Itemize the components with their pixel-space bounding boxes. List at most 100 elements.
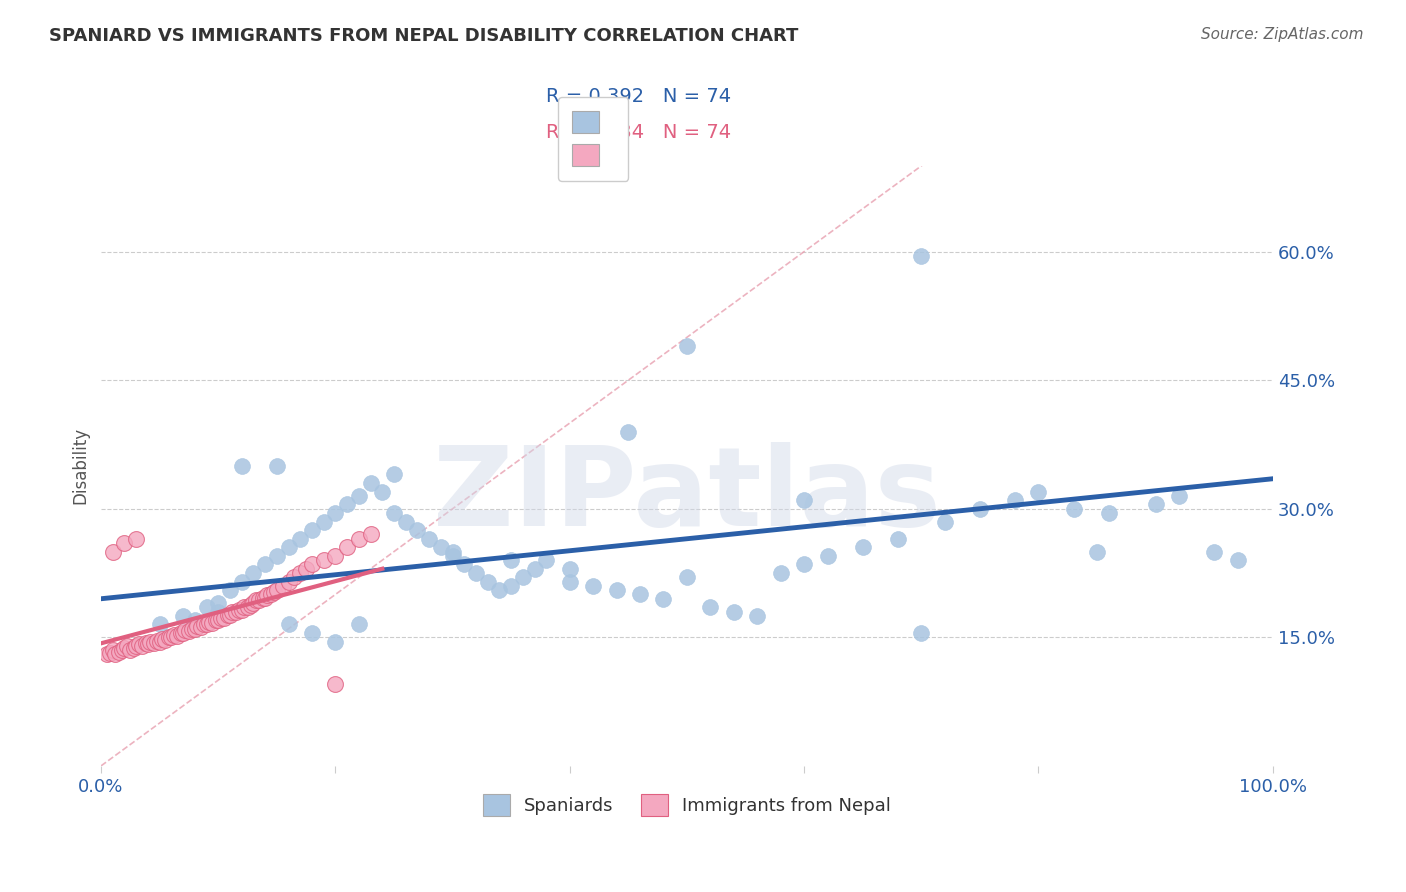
- Point: [254, 591, 277, 605]
- Point: [295, 562, 318, 576]
- Point: [501, 579, 523, 593]
- Point: [558, 574, 581, 589]
- Text: R = 0.392   N = 74: R = 0.392 N = 74: [547, 87, 731, 106]
- Point: [676, 570, 699, 584]
- Point: [817, 549, 839, 563]
- Point: [149, 617, 172, 632]
- Point: [236, 600, 259, 615]
- Point: [336, 541, 359, 555]
- Point: [441, 549, 464, 563]
- Point: [536, 553, 558, 567]
- Point: [155, 632, 177, 647]
- Point: [245, 593, 267, 607]
- Point: [312, 515, 335, 529]
- Point: [207, 605, 229, 619]
- Point: [676, 339, 699, 353]
- Point: [488, 583, 510, 598]
- Point: [325, 506, 347, 520]
- Point: [271, 579, 294, 593]
- Point: [606, 583, 628, 598]
- Point: [501, 553, 523, 567]
- Point: [290, 566, 312, 580]
- Point: [247, 593, 270, 607]
- Point: [617, 425, 640, 439]
- Point: [136, 637, 159, 651]
- Point: [301, 523, 323, 537]
- Point: [190, 620, 212, 634]
- Point: [260, 587, 283, 601]
- Point: [347, 617, 370, 632]
- Point: [301, 558, 323, 572]
- Point: [277, 617, 299, 632]
- Point: [523, 562, 546, 576]
- Point: [266, 458, 288, 473]
- Point: [146, 633, 169, 648]
- Point: [312, 553, 335, 567]
- Point: [441, 544, 464, 558]
- Point: [170, 626, 193, 640]
- Point: [115, 639, 138, 653]
- Y-axis label: Disability: Disability: [72, 427, 89, 505]
- Point: [263, 585, 285, 599]
- Point: [582, 579, 605, 593]
- Point: [465, 566, 488, 580]
- Point: [1144, 498, 1167, 512]
- Point: [114, 536, 136, 550]
- Point: [1004, 493, 1026, 508]
- Point: [205, 613, 228, 627]
- Point: [219, 607, 242, 622]
- Point: [217, 607, 239, 622]
- Point: [360, 527, 382, 541]
- Point: [207, 596, 229, 610]
- Point: [887, 532, 910, 546]
- Point: [135, 636, 157, 650]
- Point: [558, 562, 581, 576]
- Point: [177, 624, 200, 639]
- Point: [240, 598, 263, 612]
- Point: [430, 541, 453, 555]
- Point: [142, 636, 165, 650]
- Point: [852, 541, 875, 555]
- Point: [160, 630, 183, 644]
- Text: SPANIARD VS IMMIGRANTS FROM NEPAL DISABILITY CORRELATION CHART: SPANIARD VS IMMIGRANTS FROM NEPAL DISABI…: [49, 27, 799, 45]
- Point: [96, 648, 118, 662]
- Point: [207, 613, 229, 627]
- Point: [301, 626, 323, 640]
- Point: [157, 630, 180, 644]
- Point: [198, 615, 221, 629]
- Point: [934, 515, 956, 529]
- Point: [172, 626, 194, 640]
- Point: [382, 467, 405, 482]
- Point: [1204, 544, 1226, 558]
- Point: [225, 606, 247, 620]
- Point: [910, 249, 932, 263]
- Point: [193, 617, 215, 632]
- Point: [360, 476, 382, 491]
- Point: [1098, 506, 1121, 520]
- Point: [277, 541, 299, 555]
- Point: [283, 570, 305, 584]
- Point: [910, 626, 932, 640]
- Point: [793, 558, 815, 572]
- Point: [336, 498, 359, 512]
- Point: [231, 458, 253, 473]
- Point: [219, 583, 242, 598]
- Point: [120, 643, 142, 657]
- Point: [100, 646, 122, 660]
- Point: [201, 615, 224, 630]
- Point: [347, 489, 370, 503]
- Point: [325, 549, 347, 563]
- Point: [149, 634, 172, 648]
- Point: [628, 587, 651, 601]
- Point: [406, 523, 429, 537]
- Point: [163, 628, 186, 642]
- Point: [233, 600, 256, 615]
- Point: [186, 619, 208, 633]
- Text: R = 0.334   N = 74: R = 0.334 N = 74: [547, 123, 731, 143]
- Point: [371, 484, 394, 499]
- Text: Source: ZipAtlas.com: Source: ZipAtlas.com: [1201, 27, 1364, 42]
- Point: [395, 515, 418, 529]
- Point: [699, 600, 721, 615]
- Point: [277, 574, 299, 589]
- Text: ZIPatlas: ZIPatlas: [433, 442, 941, 549]
